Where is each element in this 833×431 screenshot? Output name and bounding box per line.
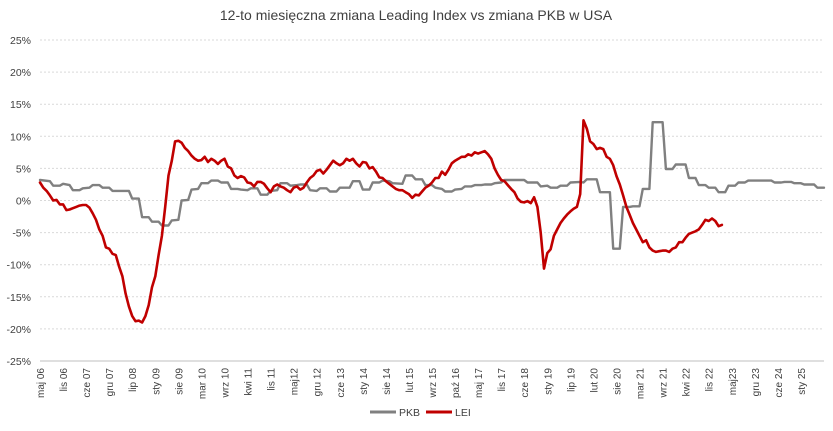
x-tick-label: wrz 21 bbox=[659, 368, 670, 399]
x-tick-label: cze 07 bbox=[82, 368, 93, 398]
x-tick-label: kwi 11 bbox=[244, 368, 255, 396]
y-tick-label: -20% bbox=[6, 324, 31, 336]
y-tick-label: 25% bbox=[10, 35, 31, 47]
x-tick-label: sty 25 bbox=[797, 368, 808, 395]
x-tick-label: wrz 10 bbox=[220, 368, 231, 399]
x-tick-label: lis 17 bbox=[497, 368, 508, 392]
series-line-lei bbox=[38, 119, 724, 324]
chart-title: 12-to miesięczna zmiana Leading Index vs… bbox=[220, 7, 613, 23]
y-tick-label: 20% bbox=[10, 67, 31, 79]
x-tick-label: maj 06 bbox=[36, 368, 47, 398]
series-lines bbox=[38, 119, 826, 324]
x-tick-label: lip 08 bbox=[128, 368, 139, 392]
x-tick-label: mar 10 bbox=[197, 368, 208, 400]
x-tick-label: cze 24 bbox=[774, 368, 785, 398]
x-tick-label: sie 09 bbox=[174, 368, 185, 395]
gridlines bbox=[40, 39, 824, 362]
y-tick-label: -25% bbox=[6, 356, 31, 368]
x-tick-label: mar 21 bbox=[636, 368, 647, 400]
y-tick-label: -5% bbox=[12, 228, 31, 240]
x-tick-label: wrz 15 bbox=[428, 368, 439, 399]
y-tick-label: 10% bbox=[10, 131, 31, 143]
legend-label: LEI bbox=[455, 407, 471, 419]
x-tick-label: lip 19 bbox=[566, 368, 577, 392]
x-tick-label: sie 20 bbox=[612, 368, 623, 395]
x-tick-label: cze 18 bbox=[520, 368, 531, 398]
y-axis: 25% 20% 15% 10% 5% 0% -5% -10% -15% -20% -25% bbox=[6, 35, 31, 368]
y-tick-label: 0% bbox=[16, 196, 31, 208]
x-tick-label: sty 19 bbox=[543, 368, 554, 395]
x-tick-label: gru 23 bbox=[751, 368, 762, 397]
legend-label: PKB bbox=[399, 407, 420, 419]
x-tick-label: maj 17 bbox=[474, 368, 485, 398]
x-axis: maj 06 lis 06 cze 07 gru 07 lip 08 sty 09 sie … bbox=[36, 360, 824, 400]
y-tick-label: -10% bbox=[6, 260, 31, 272]
legend: PKB LEI bbox=[370, 407, 471, 419]
series-line-pkb bbox=[38, 121, 826, 250]
x-tick-label: lis 22 bbox=[705, 368, 716, 392]
x-tick-label: sie 14 bbox=[382, 368, 393, 395]
x-tick-label: gru 12 bbox=[313, 368, 324, 397]
x-tick-label: sty 09 bbox=[151, 368, 162, 395]
x-tick-label: lis 06 bbox=[59, 368, 70, 392]
x-tick-label: sty 14 bbox=[359, 368, 370, 395]
x-tick-label: gru 07 bbox=[105, 368, 116, 397]
y-tick-label: 5% bbox=[16, 163, 31, 175]
x-tick-label: kwi 22 bbox=[682, 368, 693, 397]
x-tick-label: paź 16 bbox=[451, 368, 462, 398]
y-tick-label: -15% bbox=[6, 292, 31, 304]
x-tick-label: lut 20 bbox=[589, 368, 600, 393]
y-tick-label: 15% bbox=[10, 99, 31, 111]
x-tick-label: lut 15 bbox=[405, 368, 416, 393]
x-tick-label: lis 11 bbox=[267, 368, 278, 391]
x-tick-label: maj23 bbox=[728, 368, 739, 396]
x-tick-label: cze 13 bbox=[336, 368, 347, 398]
x-tick-label: maj12 bbox=[290, 368, 301, 396]
